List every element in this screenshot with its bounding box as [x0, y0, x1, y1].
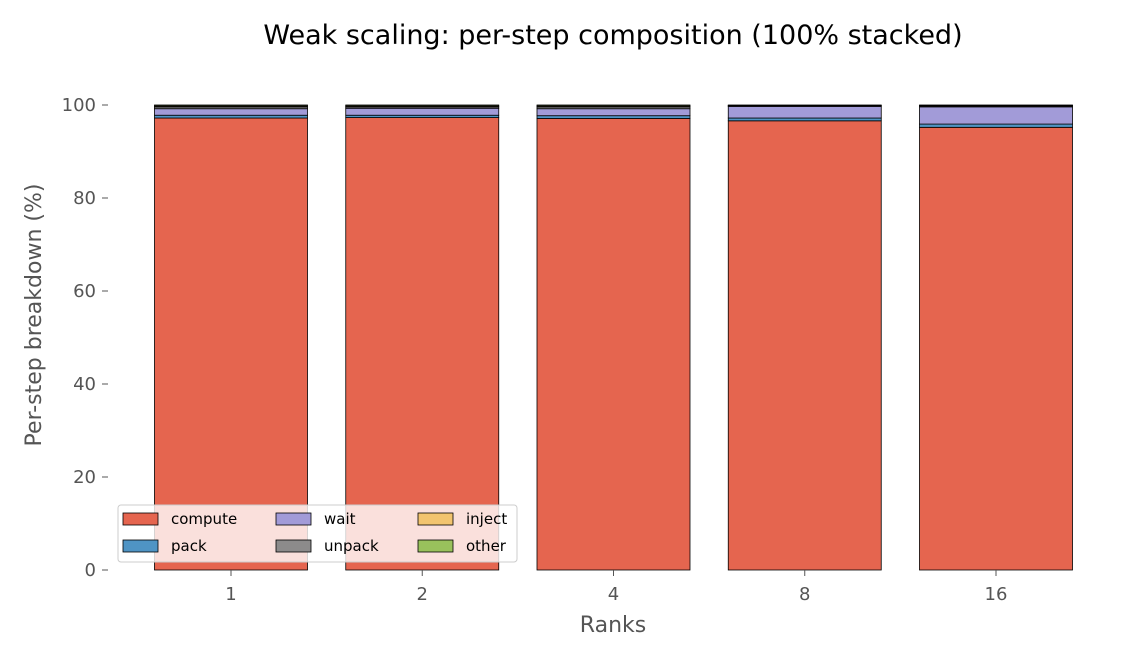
bar-segment-compute-1 [154, 117, 308, 571]
x-tick-label: 8 [799, 584, 810, 605]
x-tick-label: 16 [985, 584, 1008, 605]
legend-swatch-unpack [275, 539, 312, 553]
legend-label-compute: compute [171, 510, 237, 528]
x-tick-label: 2 [417, 584, 428, 605]
y-tick-label: 60 [73, 281, 96, 302]
bar-segment-compute-2 [345, 117, 500, 571]
legend-swatch-inject [417, 512, 454, 526]
x-axis-label: Ranks [580, 613, 646, 638]
legend-label-other: other [466, 537, 507, 555]
bar-segment-other-1 [154, 104, 308, 107]
y-tick-label: 20 [73, 467, 96, 488]
y-tick-label: 40 [73, 374, 96, 395]
bar-segment-compute-8 [727, 120, 882, 571]
y-axis-label: Per-step breakdown (%) [22, 184, 47, 447]
bar-segment-pack-4 [536, 115, 691, 119]
bar-segment-wait-2 [345, 107, 500, 116]
legend-box [117, 504, 518, 563]
chart-title: Weak scaling: per-step composition (100%… [263, 20, 962, 51]
bar-segment-compute-16 [919, 126, 1073, 571]
bar-segment-other-4 [536, 104, 691, 107]
bar-segment-compute-4 [536, 118, 691, 571]
y-tick-label: 100 [62, 95, 96, 116]
bar-segment-wait-16 [919, 106, 1073, 125]
y-axis-ticks: 0 20 40 60 80 100 [62, 95, 108, 581]
legend-label-pack: pack [171, 537, 207, 555]
legend-swatch-pack [122, 539, 159, 553]
bar-segment-pack-8 [727, 117, 882, 122]
bars-group [154, 104, 1073, 571]
y-tick-label: 80 [73, 188, 96, 209]
bar-segment-pack-16 [919, 123, 1073, 128]
legend-swatch-wait [275, 512, 312, 526]
x-tick-label: 4 [608, 584, 619, 605]
y-tick-label: 0 [85, 560, 96, 581]
bar-segment-pack-1 [154, 114, 308, 119]
x-tick-label: 1 [225, 584, 236, 605]
legend-swatch-compute [122, 512, 159, 526]
bar-segment-wait-4 [536, 108, 691, 117]
legend-label-inject: inject [466, 510, 507, 528]
x-axis-ticks: 1 2 4 8 16 [225, 570, 1007, 605]
bar-segment-wait-8 [727, 105, 882, 119]
legend-swatch-other [417, 539, 454, 553]
legend-label-wait: wait [324, 510, 356, 528]
bar-segment-other-2 [345, 104, 500, 107]
legend-label-unpack: unpack [324, 537, 379, 555]
bar-segment-wait-1 [154, 108, 308, 116]
legend: compute pack wait unpack inject other [117, 504, 518, 563]
